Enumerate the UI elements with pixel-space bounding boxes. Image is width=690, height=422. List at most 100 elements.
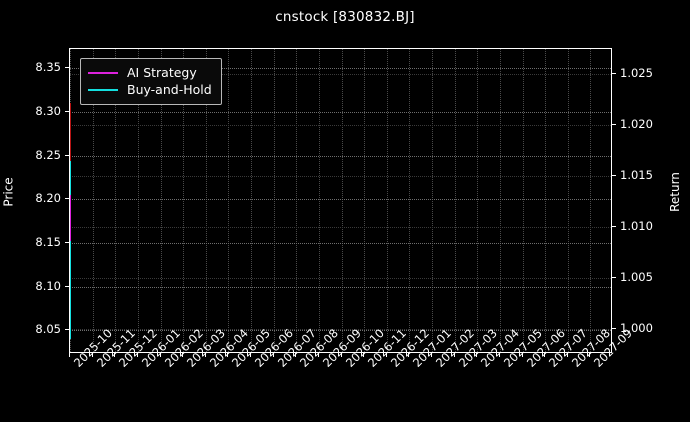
gridline-horizontal-right [70, 176, 611, 178]
y-axis-left-title: Price [1, 177, 16, 207]
x-tick [476, 353, 478, 357]
y-tick-label-right: 1.020 [620, 117, 653, 132]
x-tick [295, 353, 297, 357]
y-tick-right [612, 73, 616, 75]
y-tick-label-left: 8.05 [35, 322, 61, 337]
gridline-vertical [477, 49, 479, 352]
y-tick-label-left: 8.20 [35, 191, 61, 206]
x-tick-label: 2026-03 [184, 326, 228, 370]
y-tick-label-left: 8.10 [35, 278, 61, 293]
x-tick [91, 353, 93, 357]
x-tick [182, 353, 184, 357]
y-tick-left [65, 285, 69, 287]
x-tick-label: 2027-08 [569, 326, 613, 370]
gridline-vertical [567, 49, 569, 352]
x-tick-label: 2027-09 [591, 326, 636, 370]
gridline-vertical [115, 49, 117, 352]
gridline-vertical [499, 49, 501, 352]
x-tick [589, 353, 591, 357]
gridline-vertical [409, 49, 411, 352]
x-tick-label: 2026-12 [388, 326, 432, 370]
legend-label: AI Strategy [127, 65, 197, 80]
gridline-horizontal-left [70, 330, 611, 332]
x-tick [340, 353, 342, 357]
gridline-vertical [341, 49, 343, 352]
gridline-vertical [454, 49, 456, 352]
x-tick-label: 2027-03 [456, 326, 500, 370]
x-tick-label: 2027-02 [433, 326, 477, 370]
x-tick-label: 2026-09 [320, 326, 364, 370]
gridline-horizontal-right [70, 74, 611, 76]
x-tick [317, 353, 319, 357]
x-tick [408, 353, 410, 357]
x-tick-label: 2026-07 [275, 326, 319, 370]
y-tick-left [65, 154, 69, 156]
y-tick-label-right: 1.025 [620, 66, 653, 81]
y-tick-label-left: 8.15 [35, 235, 61, 249]
x-tick [69, 353, 70, 357]
x-tick-label: 2027-06 [524, 326, 568, 370]
legend-entry: Buy-and-Hold [88, 81, 212, 98]
x-tick-label: 2027-07 [546, 326, 590, 370]
y-tick-label-right: 1.015 [620, 168, 653, 183]
y-tick-left [65, 198, 69, 200]
x-tick [114, 353, 116, 357]
gridline-vertical [160, 49, 162, 352]
x-tick [385, 353, 387, 357]
y-tick-left [65, 329, 69, 331]
gridline-horizontal-left [70, 286, 611, 288]
gridline-vertical [432, 49, 433, 352]
legend-color-swatch [88, 71, 118, 74]
legend-color-swatch [88, 88, 118, 91]
gridline-horizontal-left [70, 155, 611, 157]
series-line-buy-and-hold [70, 160, 72, 339]
x-tick-label: 2026-11 [365, 326, 409, 370]
y-tick-label-left: 8.25 [35, 147, 61, 162]
gridline-horizontal-right [70, 277, 611, 279]
y-tick-left [65, 67, 69, 69]
x-tick [227, 353, 229, 357]
x-tick [566, 353, 568, 357]
x-tick [521, 353, 523, 357]
x-tick-label: 2026-05 [229, 326, 273, 370]
x-tick-label: 2025-10 [71, 326, 115, 370]
chart-title: cnstock [830832.BJ] [275, 9, 415, 25]
gridline-horizontal-left [70, 199, 611, 201]
y-tick-right [612, 327, 616, 329]
gridline-vertical [273, 49, 275, 352]
gridline-horizontal-right [70, 226, 611, 228]
y-tick-left [65, 110, 69, 112]
x-tick [159, 353, 161, 357]
x-tick [498, 353, 500, 357]
gridline-vertical [545, 49, 547, 352]
gridline-horizontal-left [70, 68, 611, 70]
y-tick-right [612, 124, 616, 126]
x-tick-label: 2025-11 [94, 326, 138, 370]
x-tick-label: 2026-02 [162, 326, 206, 370]
y-tick-label-right: 1.005 [620, 269, 653, 284]
gridline-vertical [92, 49, 94, 352]
gridline-vertical [318, 49, 320, 352]
series-line-ai-strategy [70, 194, 72, 241]
gridline-horizontal-right [70, 328, 611, 330]
legend-label: Buy-and-Hold [127, 82, 212, 97]
gridline-vertical [137, 49, 139, 352]
x-tick [431, 353, 432, 357]
y-tick-label-left: 8.35 [35, 60, 61, 75]
x-tick [204, 353, 206, 357]
x-tick-label: 2027-04 [478, 326, 522, 370]
y-tick-right [612, 276, 616, 278]
legend-entry: AI Strategy [88, 64, 212, 81]
y-tick-label-right: 1.000 [620, 320, 653, 335]
gridline-vertical [590, 49, 592, 352]
x-tick-label: 2026-06 [252, 326, 296, 370]
gridline-horizontal-left [70, 111, 611, 113]
y-tick-left [65, 242, 69, 243]
gridline-vertical [364, 49, 366, 352]
gridline-horizontal-left [70, 243, 611, 244]
x-tick-label: 2027-05 [501, 326, 545, 370]
x-tick-label: 2026-10 [343, 326, 387, 370]
gridline-vertical [296, 49, 298, 352]
x-tick-label: 2026-04 [207, 326, 251, 370]
